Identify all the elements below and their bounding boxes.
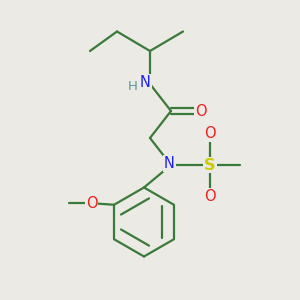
Text: O: O [204,126,216,141]
Text: O: O [195,103,207,118]
Text: O: O [204,189,216,204]
Text: S: S [204,158,216,172]
Text: H: H [128,80,137,93]
Text: O: O [86,196,98,211]
Text: N: N [140,75,151,90]
Text: N: N [164,156,175,171]
